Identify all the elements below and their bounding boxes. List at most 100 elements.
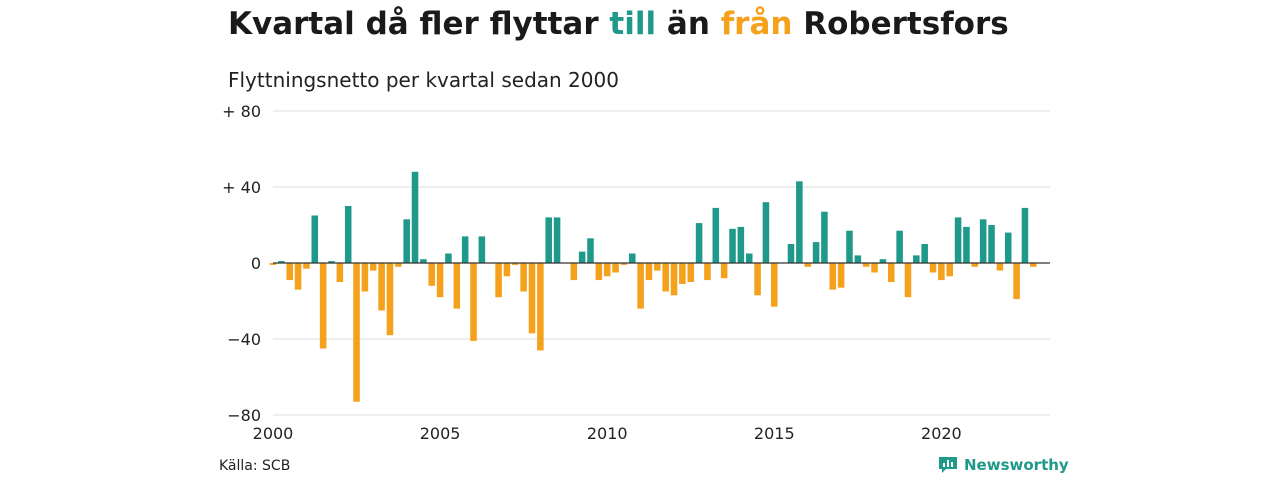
bar <box>654 263 661 271</box>
x-axis-labels: 2000 2005 2010 2015 2020 <box>253 424 962 443</box>
bar <box>453 263 461 309</box>
bar <box>344 206 352 263</box>
brand-name: Newsworthy <box>964 456 1069 474</box>
bar <box>278 261 285 263</box>
bar <box>553 217 561 263</box>
bar <box>603 263 611 277</box>
bar <box>887 263 895 282</box>
bar <box>612 263 619 273</box>
bar <box>620 263 628 265</box>
bar <box>386 263 394 336</box>
y-tick-label: −80 <box>227 406 261 425</box>
bar <box>537 263 544 351</box>
bar <box>445 253 452 263</box>
bar <box>771 263 778 307</box>
source-label: Källa: SCB <box>219 458 291 474</box>
bar <box>871 263 878 273</box>
bar <box>896 230 903 263</box>
newsworthy-logo-icon <box>939 457 957 473</box>
chart-subtitle: Flyttningsnetto per kvartal sedan 2000 <box>228 68 619 92</box>
bar <box>353 263 360 402</box>
chart-title: Kvartal då fler flyttar till än från Rob… <box>228 6 1009 42</box>
bar <box>704 263 711 281</box>
bar <box>545 217 552 263</box>
bar <box>478 236 486 263</box>
bar <box>311 215 319 263</box>
bar <box>720 263 728 279</box>
x-tick-label: 2000 <box>253 424 294 443</box>
bar <box>862 263 870 267</box>
bar <box>796 181 803 263</box>
bar <box>1030 263 1037 267</box>
title-positive-word: till <box>609 6 657 42</box>
x-tick-label: 2005 <box>420 424 461 443</box>
bar <box>328 261 335 263</box>
bar <box>503 263 511 277</box>
bar <box>679 263 686 284</box>
bar <box>361 263 369 292</box>
bar <box>570 263 578 281</box>
bar <box>695 223 703 263</box>
bar <box>687 263 695 282</box>
bar <box>461 236 469 263</box>
x-tick-label: 2010 <box>587 424 628 443</box>
bar <box>637 263 644 309</box>
bar <box>436 263 444 298</box>
bar <box>403 219 410 263</box>
bar <box>954 217 962 263</box>
x-tick-label: 2020 <box>921 424 962 443</box>
bar <box>963 226 970 263</box>
bar <box>846 230 853 263</box>
bar <box>595 263 603 281</box>
bar <box>294 263 302 290</box>
bar <box>303 263 310 269</box>
bar <box>628 253 636 263</box>
bar <box>1004 232 1012 263</box>
title-part2: än <box>656 6 721 42</box>
y-axis-labels: + 80 + 40 0 −40 −80 <box>222 102 261 425</box>
bar <box>428 263 436 286</box>
bar <box>420 259 427 263</box>
bar <box>879 259 887 263</box>
bar <box>996 263 1004 271</box>
bar <box>587 238 594 263</box>
title-part1: Kvartal då fler flyttar <box>228 6 610 42</box>
bar <box>645 263 653 281</box>
bar <box>495 263 502 298</box>
bar <box>411 171 419 263</box>
bar <box>578 251 586 263</box>
newsworthy-brand: Newsworthy <box>938 456 1069 474</box>
title-part3: Robertsfors <box>792 6 1009 42</box>
bar <box>904 263 912 298</box>
bar <box>712 207 720 263</box>
bar <box>745 253 753 263</box>
bar <box>395 263 402 267</box>
bar <box>988 225 995 263</box>
bar <box>929 263 937 273</box>
bar <box>938 263 945 281</box>
bar <box>762 202 770 263</box>
bar <box>378 263 385 311</box>
bar <box>369 263 377 271</box>
bar <box>971 263 979 267</box>
bar <box>812 242 820 263</box>
bar <box>520 263 527 292</box>
bar <box>821 211 828 263</box>
bar <box>670 263 678 296</box>
y-tick-label: + 40 <box>222 178 261 197</box>
bar <box>979 219 987 263</box>
x-tick-label: 2015 <box>754 424 795 443</box>
bar <box>1013 263 1020 300</box>
bar <box>754 263 761 296</box>
bar <box>837 263 845 288</box>
bar <box>336 263 344 282</box>
bar <box>1021 207 1029 263</box>
bar <box>913 255 920 263</box>
bar <box>804 263 811 267</box>
bar <box>829 263 837 290</box>
title-negative-word: från <box>720 6 793 42</box>
y-tick-label: + 80 <box>222 102 261 121</box>
bar <box>921 244 928 263</box>
bar <box>662 263 669 292</box>
bar <box>269 263 277 265</box>
